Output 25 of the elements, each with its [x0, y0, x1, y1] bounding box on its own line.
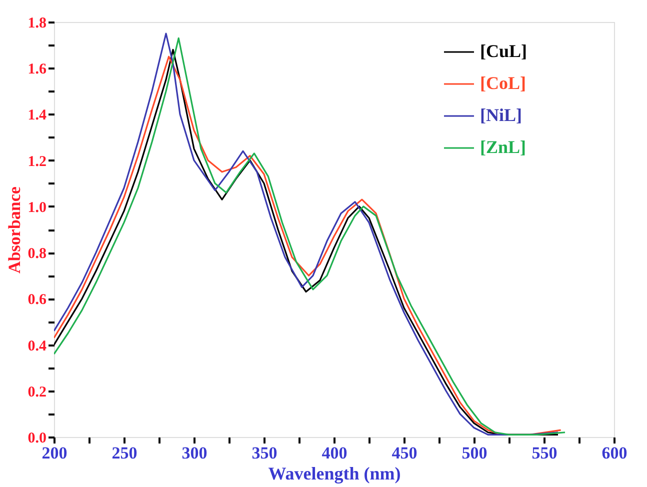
x-tick-label: 200	[42, 444, 68, 462]
x-tick-label: 250	[112, 444, 138, 462]
x-tick-label: 400	[322, 444, 348, 462]
x-tick-label: 300	[182, 444, 208, 462]
x-tick-label: 500	[462, 444, 488, 462]
y-tick-label: 0.6	[28, 292, 47, 308]
legend-label: [NiL]	[480, 105, 522, 125]
legend-label: [ZnL]	[480, 137, 526, 157]
legend-label: [CuL]	[480, 41, 528, 61]
y-tick-label: 1.2	[28, 154, 46, 170]
x-tick-label: 450	[392, 444, 418, 462]
y-tick-label: 0.4	[28, 338, 47, 354]
x-tick-label: 600	[602, 444, 628, 462]
y-tick-label: 1.4	[28, 108, 47, 124]
x-axis-title: Wavelength (nm)	[268, 464, 401, 484]
y-tick-label: 0.8	[28, 246, 46, 262]
y-axis-title: Absorbance	[4, 186, 24, 274]
x-tick-label: 550	[532, 444, 558, 462]
y-tick-label: 0.2	[28, 384, 46, 400]
y-tick-label: 1.0	[28, 200, 46, 216]
x-tick-label: 350	[252, 444, 278, 462]
y-tick-label: 0.0	[28, 430, 46, 446]
y-tick-label: 1.8	[28, 16, 46, 32]
y-tick-label: 1.6	[28, 62, 47, 78]
legend-label: [CoL]	[480, 73, 526, 93]
